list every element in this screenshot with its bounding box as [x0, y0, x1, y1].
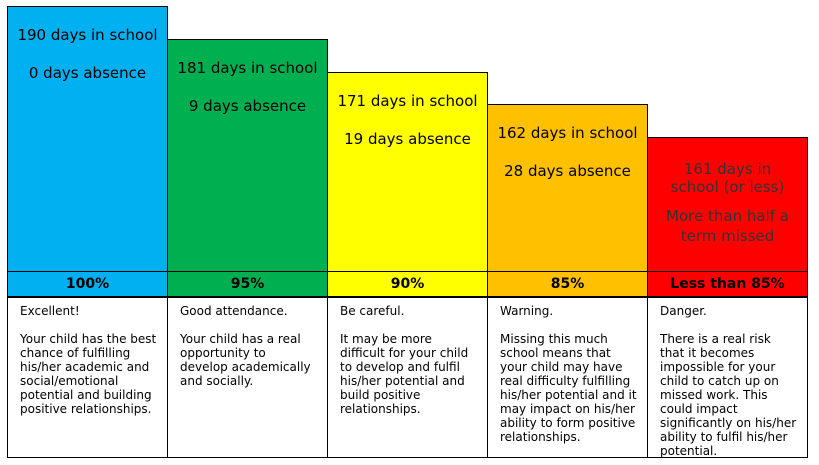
percent-col4: 85% [487, 271, 648, 297]
absence-text: 9 days absence [188, 97, 307, 115]
percent-col5: Less than 85% [647, 271, 808, 297]
absence-text: 19 days absence [344, 130, 471, 148]
days-in-school-text: 190 days in school [17, 26, 158, 44]
bar-col2: 181 days in school 9 days absence [167, 39, 328, 272]
days-in-school-text: 161 days in school (or less) [670, 160, 785, 196]
description-body: It may be more difficult for your child … [340, 332, 469, 416]
description-body: There is a real risk that it becomes imp… [660, 332, 797, 458]
description-heading: Warning. [500, 304, 554, 318]
description-col3: Be careful. It may be more difficult for… [327, 297, 488, 458]
description-heading: Good attendance. [180, 304, 288, 318]
description-body: Your child has the best chance of fulfil… [20, 332, 157, 416]
absence-text: More than half a term missed [666, 207, 789, 245]
bar-col4: 162 days in school 28 days absence [487, 104, 648, 272]
description-col2: Good attendance. Your child has a real o… [167, 297, 328, 458]
description-col4: Warning. Missing this much school means … [487, 297, 648, 458]
description-heading: Be careful. [340, 304, 405, 318]
percent-col2: 95% [167, 271, 328, 297]
days-in-school-text: 171 days in school [337, 92, 478, 110]
description-col5: Danger. There is a real risk that it bec… [647, 297, 808, 458]
description-heading: Danger. [660, 304, 707, 318]
description-heading: Excellent! [20, 304, 80, 318]
percent-col3: 90% [327, 271, 488, 297]
days-in-school-text: 162 days in school [497, 124, 638, 142]
bar-col3: 171 days in school 19 days absence [327, 72, 488, 272]
bar-col1: 190 days in school 0 days absence [7, 6, 168, 272]
percent-col1: 100% [7, 271, 168, 297]
days-in-school-text: 181 days in school [177, 59, 318, 77]
bar-col5: 161 days in school (or less) More than h… [647, 137, 808, 272]
description-body: Your child has a real opportunity to dev… [180, 332, 311, 388]
absence-text: 28 days absence [504, 162, 631, 180]
absence-text: 0 days absence [28, 64, 147, 82]
description-body: Missing this much school means that your… [500, 332, 637, 444]
description-col1: Excellent! Your child has the best chanc… [7, 297, 168, 458]
